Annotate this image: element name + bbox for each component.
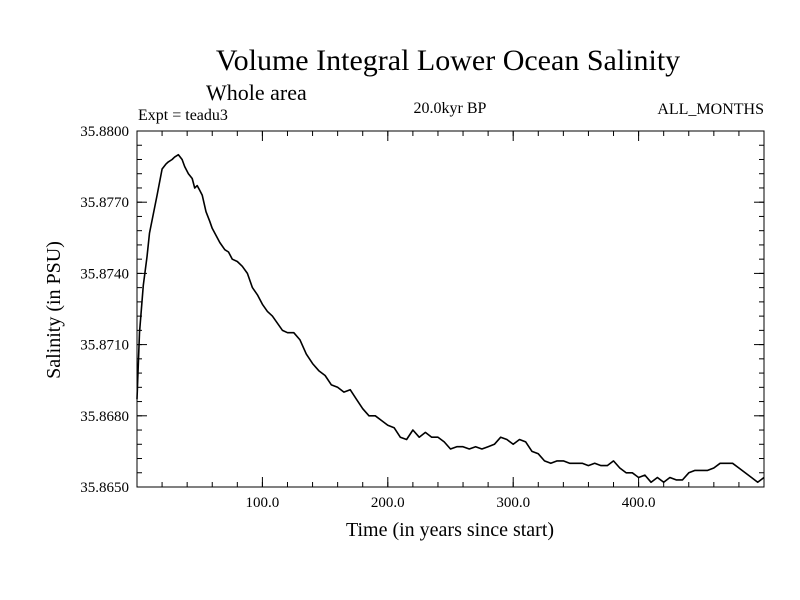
x-tick-label: 300.0 <box>496 495 530 511</box>
experiment-label: Expt = teadu3 <box>138 107 228 124</box>
plot-frame <box>136 130 765 488</box>
y-tick-label: 35.8650 <box>80 480 129 496</box>
chart-subtitle: Whole area <box>206 80 307 105</box>
salinity-series-line <box>136 153 765 484</box>
y-tick-labels: 35.8650 35.8680 35.8710 35.8740 35.8770 35.88… <box>80 124 129 496</box>
period-label: 20.0kyr BP <box>414 100 487 117</box>
y-tick-label: 35.8710 <box>80 338 129 354</box>
chart-title: Volume Integral Lower Ocean Salinity <box>216 44 680 77</box>
x-axis-label: Time (in years since start) <box>346 519 554 541</box>
y-tick-label: 35.8770 <box>80 195 129 211</box>
x-tick-label: 400.0 <box>622 495 656 511</box>
x-tick-label: 100.0 <box>246 495 280 511</box>
axis-ticks <box>137 130 764 488</box>
y-tick-label: 35.8740 <box>80 266 129 282</box>
months-label: ALL_MONTHS <box>657 101 764 118</box>
y-tick-label: 35.8680 <box>80 409 129 425</box>
x-tick-labels: 100.0 200.0 300.0 400.0 <box>246 495 656 511</box>
y-tick-label: 35.8800 <box>80 124 129 140</box>
x-tick-label: 200.0 <box>371 495 405 511</box>
y-axis-label: Salinity (in PSU) <box>43 241 65 379</box>
